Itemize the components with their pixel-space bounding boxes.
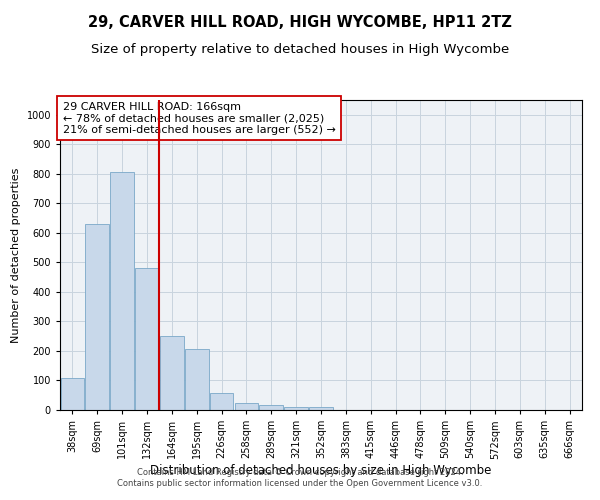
Bar bbox=[284, 407, 308, 410]
Bar bbox=[61, 378, 84, 410]
Bar bbox=[110, 172, 134, 410]
Text: 29, CARVER HILL ROAD, HIGH WYCOMBE, HP11 2TZ: 29, CARVER HILL ROAD, HIGH WYCOMBE, HP11… bbox=[88, 15, 512, 30]
Bar bbox=[85, 224, 109, 410]
X-axis label: Distribution of detached houses by size in High Wycombe: Distribution of detached houses by size … bbox=[151, 464, 491, 477]
Bar bbox=[160, 336, 184, 410]
Bar bbox=[185, 350, 209, 410]
Y-axis label: Number of detached properties: Number of detached properties bbox=[11, 168, 21, 342]
Text: Contains HM Land Registry data © Crown copyright and database right 2024.
Contai: Contains HM Land Registry data © Crown c… bbox=[118, 468, 482, 487]
Text: Size of property relative to detached houses in High Wycombe: Size of property relative to detached ho… bbox=[91, 42, 509, 56]
Text: 29 CARVER HILL ROAD: 166sqm
← 78% of detached houses are smaller (2,025)
21% of : 29 CARVER HILL ROAD: 166sqm ← 78% of det… bbox=[62, 102, 335, 134]
Bar bbox=[235, 402, 258, 410]
Bar bbox=[259, 404, 283, 410]
Bar bbox=[135, 268, 159, 410]
Bar bbox=[210, 393, 233, 410]
Bar bbox=[309, 407, 333, 410]
